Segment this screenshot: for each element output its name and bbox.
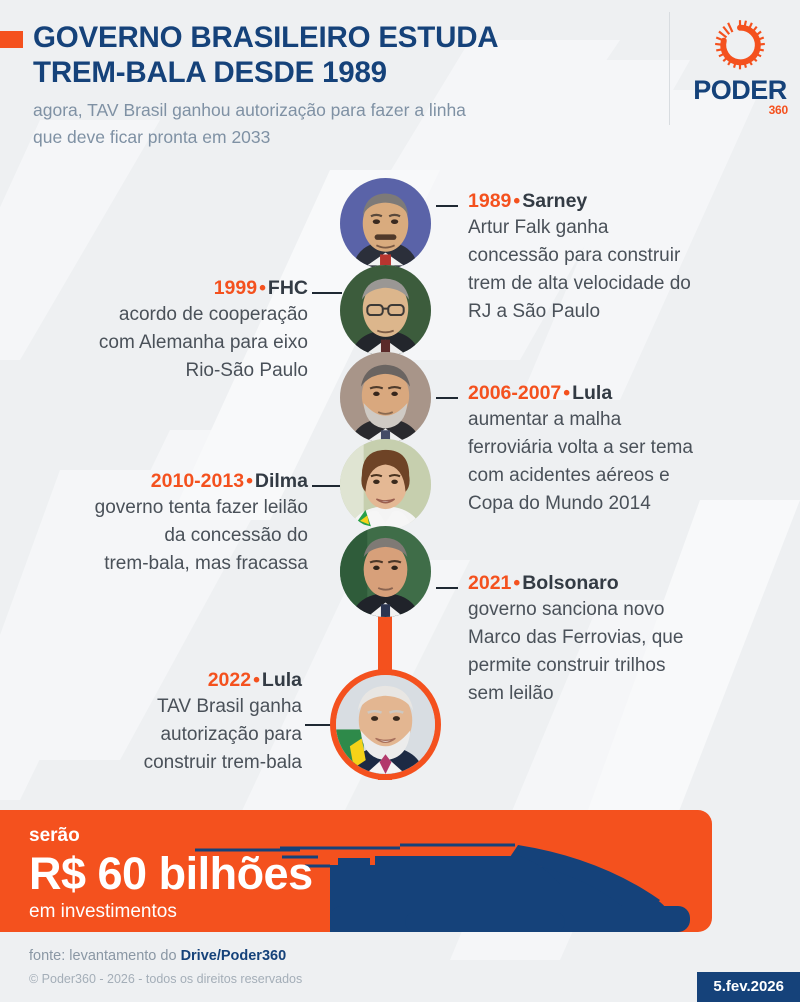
portrait-sarney (340, 178, 431, 269)
entry-person: Bolsonaro (522, 572, 619, 594)
connector-line-1999 (312, 292, 342, 294)
entry-person: Sarney (522, 190, 588, 212)
entry-separator: • (253, 669, 260, 691)
portrait-dilma (340, 439, 431, 530)
entry-headline: 2010-2013 • Dilma (20, 468, 308, 494)
entry-separator: • (246, 470, 253, 492)
entry-headline: 2006-2007 • Lula (468, 380, 780, 406)
entry-headline: 2021 • Bolsonaro (468, 570, 780, 596)
timeline-entry: 2006-2007 • Lula aumentar a malha ferroviá… (468, 380, 780, 518)
portrait-bolsonaro (340, 526, 431, 617)
entry-headline: 2022 • Lula (40, 667, 302, 693)
investment-banner: serão R$ 60 bilhões em investimentos (0, 810, 712, 932)
date-badge: 5.fev.2026 (697, 972, 800, 1002)
entry-year: 2022 (207, 669, 252, 691)
entry-separator: • (513, 190, 521, 212)
banner-amount: R$ 60 bilhões (29, 848, 313, 899)
entry-desc-line: acordo de cooperação (118, 304, 308, 325)
timeline-entry: 2022 • Lula TAV Brasil ganha autorização p… (40, 667, 302, 777)
footer-source-strong: Drive/Poder360 (180, 948, 287, 964)
portrait-lula-2006 (340, 352, 431, 443)
title-accent-marker (0, 31, 23, 48)
entry-year: 1999 (213, 277, 258, 299)
entry-desc-line: com acidentes aéreos e (468, 465, 670, 486)
subtitle-line-2: que deve ficar pronta em 2033 (33, 127, 271, 147)
page-title: GOVERNO BRASILEIRO ESTUDA TREM-BALA DESD… (33, 20, 633, 151)
entry-desc-line: construir trem-bala (143, 752, 302, 773)
entry-desc-line: RJ a São Paulo (468, 301, 601, 322)
entry-desc-line: com Alemanha para eixo (98, 332, 308, 353)
entry-person: Lula (572, 382, 613, 404)
entry-year: 2021 (468, 572, 512, 594)
timeline-entry: 2021 • Bolsonaro governo sanciona novo Mar… (468, 570, 780, 708)
banner-top-label: serão (29, 825, 80, 846)
header: GOVERNO BRASILEIRO ESTUDA TREM-BALA DESD… (0, 0, 800, 172)
entry-desc-line: da concessão do (164, 525, 308, 546)
entry-person: Lula (261, 669, 302, 691)
entry-desc-line: Copa do Mundo 2014 (468, 493, 651, 514)
entry-desc-line: trem-bala, mas fracassa (104, 553, 308, 574)
entry-desc-line: Marco das Ferrovias, que (468, 627, 684, 648)
footer-source: fonte: levantamento do Drive/Poder360 (29, 948, 286, 964)
entry-desc-line: concessão para construir (468, 245, 681, 266)
title-line-2: TREM-BALA DESDE 1989 (33, 56, 387, 89)
entry-desc-line: governo sanciona novo (468, 599, 665, 620)
entry-desc-line: permite construir trilhos (468, 655, 666, 676)
poder360-logo: PODER 360 (690, 18, 790, 116)
footer-copyright: © Poder360 - 2026 - todos os direitos re… (29, 972, 303, 986)
connector-line-1989 (436, 205, 458, 207)
entry-desc-line: trem de alta velocidade do (468, 273, 691, 294)
entry-year: 1989 (468, 190, 512, 212)
entry-desc-line: ferroviária volta a ser tema (468, 437, 693, 458)
title-line-1: GOVERNO BRASILEIRO ESTUDA (33, 21, 499, 54)
logo-suffix: 360 (768, 103, 789, 117)
entry-desc-line: governo tenta fazer leilão (94, 497, 308, 518)
footer-source-prefix: fonte: levantamento do (29, 948, 181, 964)
entry-separator: • (259, 277, 266, 299)
entry-desc-line: aumentar a malha (468, 409, 622, 430)
entry-desc-line: sem leilão (468, 683, 554, 704)
connector-line-2022 (305, 724, 333, 726)
banner-sub-label: em investimentos (29, 901, 177, 922)
entry-separator: • (563, 382, 571, 404)
entry-desc-line: autorização para (160, 724, 302, 745)
logo-wordmark: PODER (693, 75, 787, 105)
entry-person: FHC (267, 277, 308, 299)
connector-line-2010 (312, 485, 342, 487)
entry-desc-line: Artur Falk ganha (468, 217, 609, 238)
subtitle-line-1: agora, TAV Brasil ganhou autorização par… (33, 100, 466, 120)
sunburst-icon (715, 20, 765, 70)
entry-year: 2006-2007 (468, 382, 562, 404)
portrait-lula-2022 (330, 669, 441, 780)
timeline-entry: 1989 • Sarney Artur Falk ganha concessão p… (468, 188, 780, 326)
page-subtitle: agora, TAV Brasil ganhou autorização par… (33, 97, 633, 151)
timeline-entry: 1999 • FHC acordo de cooperação com Aleman… (30, 275, 308, 385)
timeline: 1989 • Sarney Artur Falk ganha concessão p… (0, 172, 800, 794)
entry-headline: 1989 • Sarney (468, 188, 780, 214)
timeline-entry: 2010-2013 • Dilma governo tenta fazer leil… (20, 468, 308, 578)
entry-separator: • (513, 572, 521, 594)
entry-desc-line: Rio-São Paulo (185, 360, 308, 381)
entry-desc-line: TAV Brasil ganha (156, 696, 302, 717)
connector-line-2006 (436, 397, 458, 399)
footer: fonte: levantamento do Drive/Poder360 © … (0, 932, 800, 1002)
connector-line-2021 (436, 587, 458, 589)
entry-person: Dilma (254, 470, 308, 492)
entry-year: 2010-2013 (150, 470, 245, 492)
portrait-fhc (340, 265, 431, 356)
entry-headline: 1999 • FHC (30, 275, 308, 301)
banner-text-block: serão R$ 60 bilhões em investimentos (29, 824, 313, 924)
header-divider (669, 12, 670, 125)
